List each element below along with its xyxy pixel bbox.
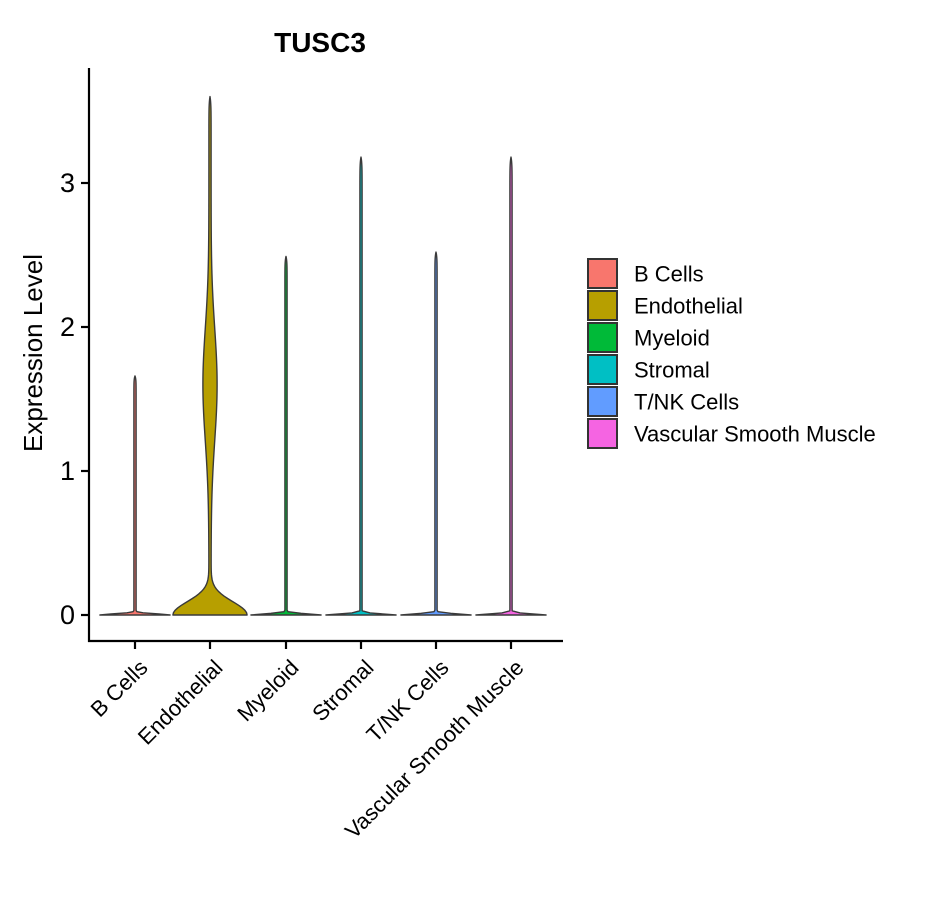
legend-label: Vascular Smooth Muscle — [634, 422, 876, 447]
violin-stromal — [325, 156, 397, 616]
legend-swatch — [587, 418, 618, 449]
legend: B Cells Endothelial Myeloid Stromal T/NK Cel… — [587, 258, 876, 449]
violins-group — [99, 95, 547, 616]
y-tick-label: 2 — [60, 312, 75, 342]
violin-myeloid — [250, 255, 322, 616]
violin-vascular-smooth-muscle — [475, 156, 547, 616]
legend-label: T/NK Cells — [634, 390, 739, 415]
legend-label: B Cells — [634, 262, 704, 287]
legend-swatch — [587, 354, 618, 385]
legend-label: Endothelial — [634, 294, 743, 319]
legend-swatch — [587, 290, 618, 321]
x-tick-label: Stromal — [307, 655, 378, 726]
y-tick-label: 1 — [60, 456, 75, 486]
y-axis-title: Expression Level — [18, 254, 48, 452]
y-tick-label: 3 — [60, 168, 75, 198]
violin-endothelial — [172, 95, 248, 616]
legend-label: Myeloid — [634, 326, 710, 351]
x-tick-label: B Cells — [86, 655, 153, 722]
x-tick-label: Myeloid — [232, 655, 303, 726]
violin-b-cells — [99, 375, 171, 616]
legend-swatch — [587, 322, 618, 353]
legend-swatch — [587, 258, 618, 289]
legend-label: Stromal — [634, 358, 710, 383]
violin-t-nk-cells — [400, 251, 472, 616]
chart-title: TUSC3 — [274, 27, 366, 58]
legend-swatch — [587, 386, 618, 417]
y-tick-label: 0 — [60, 600, 75, 630]
